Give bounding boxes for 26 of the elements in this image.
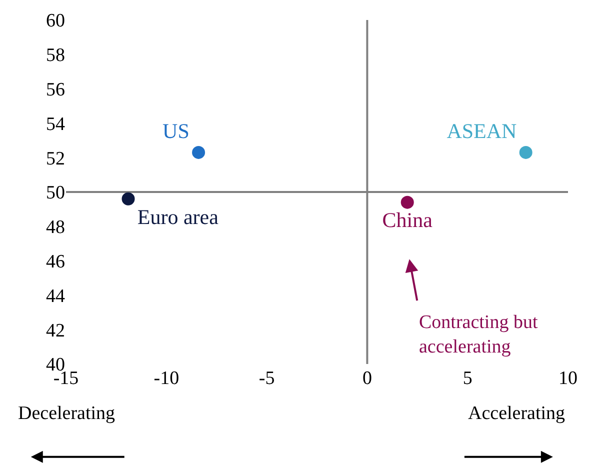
y-tick-label: 54 bbox=[46, 114, 66, 135]
x-tick-label: -5 bbox=[258, 368, 275, 389]
x-tick-label: 0 bbox=[362, 368, 372, 389]
series-label: China bbox=[382, 208, 434, 232]
y-tick-label: 56 bbox=[46, 79, 65, 100]
y-tick-label: 42 bbox=[46, 320, 65, 342]
annotation: Contracting but accelerating bbox=[419, 312, 538, 358]
point bbox=[192, 146, 206, 159]
x-tick-label: 10 bbox=[558, 368, 578, 389]
series-label: ASEAN bbox=[446, 119, 517, 144]
y-tick-label: 52 bbox=[46, 148, 65, 170]
y-tick-label: 48 bbox=[46, 217, 65, 238]
point bbox=[122, 192, 135, 206]
text: Decelerating bbox=[18, 403, 116, 424]
point bbox=[519, 146, 532, 159]
series-label: US bbox=[162, 119, 190, 144]
text: Accelerating bbox=[468, 403, 566, 424]
x-tick-label: -10 bbox=[154, 368, 180, 389]
x-tick-label: 5 bbox=[462, 368, 472, 389]
y-tick-label: 46 bbox=[46, 251, 65, 272]
y-tick-label: 50 bbox=[46, 182, 65, 204]
y-tick-label: 60 bbox=[46, 10, 65, 32]
series-label: Euro area bbox=[137, 204, 220, 229]
y-tick-label: 44 bbox=[46, 286, 66, 307]
y-tick-label: 58 bbox=[46, 45, 65, 66]
point bbox=[400, 196, 414, 209]
